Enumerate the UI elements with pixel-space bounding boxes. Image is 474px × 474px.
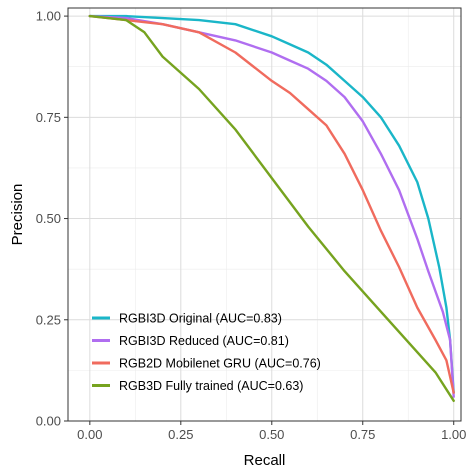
series-line-3 (88, 14, 455, 394)
x-tick-label: 0.00 (77, 427, 102, 442)
series-layer (88, 14, 455, 402)
minor-gridlines (68, 8, 461, 421)
legend: RGBI3D Original (AUC=0.83) RGBI3D Reduced… (92, 312, 321, 393)
x-tick-label: 0.25 (168, 427, 193, 442)
x-axis-ticks: 0.00 0.25 0.50 0.75 1.00 (77, 421, 466, 442)
legend-label-2: RGBI3D Reduced (AUC=0.81) (119, 334, 289, 348)
legend-label-3: RGB2D Mobilenet GRU (AUC=0.76) (119, 357, 321, 371)
plot-border (67, 7, 462, 422)
y-axis-title: Precision (9, 184, 26, 246)
x-axis-title: Recall (244, 452, 286, 469)
x-tick-label: 0.50 (259, 427, 284, 442)
y-tick-label: 0.75 (36, 110, 61, 125)
y-tick-label: 0.00 (36, 414, 61, 429)
y-tick-label: 1.00 (36, 9, 61, 24)
legend-label-1: RGBI3D Original (AUC=0.83) (119, 312, 282, 326)
x-tick-label: 1.00 (441, 427, 466, 442)
y-axis-ticks: 0.00 0.25 0.50 0.75 1.00 (36, 9, 68, 429)
legend-label-4: RGB3D Fully trained (AUC=0.63) (119, 379, 303, 393)
y-tick-label: 0.25 (36, 312, 61, 327)
x-tick-label: 0.75 (350, 427, 375, 442)
series-line-1 (88, 14, 455, 394)
series-line-4 (88, 14, 455, 402)
y-tick-label: 0.50 (36, 211, 61, 226)
